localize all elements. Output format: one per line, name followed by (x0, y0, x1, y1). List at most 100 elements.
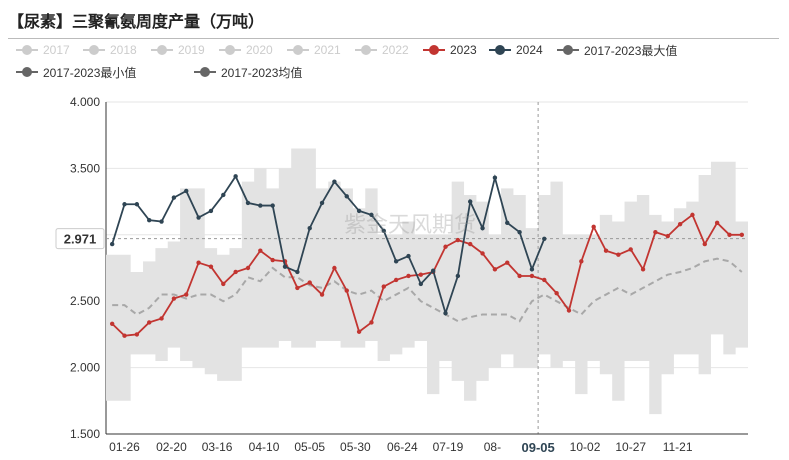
data-point-2024 (171, 195, 177, 200)
data-point-2024 (208, 208, 214, 214)
crosshair-y-label: 2.971 (64, 232, 97, 247)
x-tick-label: 02-20 (156, 440, 187, 454)
data-point-2024 (295, 269, 300, 275)
legend-marker-icon (194, 67, 216, 77)
y-tick-label: 1.500 (70, 427, 100, 441)
data-point-2023 (468, 241, 473, 247)
legend-label: 2022 (382, 43, 409, 57)
legend-item-2021[interactable]: 2021 (287, 40, 341, 60)
data-point-2024 (455, 273, 461, 279)
legend-marker-icon (83, 45, 105, 55)
x-tick-label: 06-24 (387, 440, 418, 454)
legend-label: 2017-2023最大值 (584, 43, 678, 58)
x-tick-label: 05-30 (340, 440, 371, 454)
data-point-2023 (319, 292, 325, 297)
legend-item-2023[interactable]: 2023 (423, 40, 477, 60)
data-point-2023 (381, 284, 386, 289)
data-point-2024 (332, 179, 337, 184)
data-point-2024 (505, 220, 510, 226)
data-point-2023 (344, 288, 349, 293)
x-tick-label: 07-19 (433, 440, 464, 454)
data-point-2024 (307, 225, 312, 231)
data-point-2023 (208, 264, 214, 269)
data-point-2023 (418, 272, 424, 277)
data-point-2024 (443, 310, 448, 316)
data-point-2024 (393, 259, 399, 264)
data-point-2024 (480, 225, 485, 231)
legend-item-2017-2023最大值[interactable]: 2017-2023最大值 (557, 40, 677, 60)
data-point-2024 (369, 212, 374, 218)
data-point-2023 (134, 332, 140, 337)
data-point-2024 (221, 192, 226, 198)
legend-item-2017-2023均值[interactable]: 2017-2023均值 (194, 62, 302, 82)
data-point-2024 (492, 175, 498, 180)
data-point-2024 (245, 200, 251, 206)
legend-marker-icon (423, 45, 445, 55)
data-point-2023 (233, 269, 238, 275)
data-point-2023 (258, 248, 263, 253)
data-point-2024 (418, 281, 424, 287)
data-point-2024 (517, 229, 522, 235)
data-point-2024 (344, 194, 349, 199)
legend-label: 2017-2023均值 (221, 65, 303, 80)
data-point-2023 (628, 247, 633, 252)
data-point-2024 (406, 253, 411, 259)
data-point-2023 (295, 285, 300, 291)
y-tick-label: 4.000 (70, 95, 100, 109)
data-point-2023 (122, 333, 127, 338)
data-point-2023 (579, 259, 584, 264)
title-divider (8, 38, 779, 39)
legend-label: 2021 (314, 43, 341, 57)
legend-marker-icon (489, 45, 511, 55)
legend-marker-icon (16, 67, 38, 77)
legend-item-2024[interactable]: 2024 (489, 40, 543, 60)
legend-item-2022[interactable]: 2022 (355, 40, 409, 60)
data-point-2023 (171, 296, 177, 301)
data-point-2024 (468, 199, 473, 204)
legend-marker-icon (151, 45, 173, 55)
series-line-2024 (111, 174, 546, 317)
data-point-2023 (184, 292, 189, 297)
data-point-2024 (147, 217, 152, 223)
legend-label: 2020 (246, 43, 273, 57)
data-point-2023 (739, 232, 745, 237)
data-point-2023 (245, 265, 251, 271)
data-point-2023 (393, 277, 399, 283)
data-point-2023 (332, 265, 337, 271)
data-point-2023 (566, 308, 572, 313)
data-point-2023 (517, 273, 522, 279)
x-tick-label: 05-05 (294, 440, 325, 454)
y-tick-label: 2.000 (70, 361, 100, 375)
data-point-2023 (653, 229, 658, 235)
legend-item-2017[interactable]: 2017 (16, 40, 70, 60)
data-point-2023 (270, 257, 275, 263)
data-point-2024 (258, 203, 263, 208)
legend-item-2019[interactable]: 2019 (151, 40, 205, 60)
data-point-2023 (591, 224, 596, 230)
legend-item-2017-2023最小值[interactable]: 2017-2023最小值 (16, 62, 136, 82)
data-point-2023 (196, 260, 201, 265)
data-point-2023 (616, 252, 621, 257)
data-point-2024 (159, 219, 164, 224)
y-tick-label: 3.500 (70, 161, 100, 175)
data-point-2024 (282, 264, 288, 269)
legend-label: 2024 (516, 43, 543, 57)
data-point-2024 (430, 268, 436, 273)
data-point-2023 (603, 248, 609, 253)
legend-item-2020[interactable]: 2020 (219, 40, 273, 60)
data-point-2023 (147, 320, 152, 325)
data-point-2024 (529, 267, 535, 272)
data-point-2024 (233, 174, 238, 179)
data-point-2024 (270, 203, 275, 208)
x-tick-label: 08- (484, 440, 501, 454)
x-tick-label: 04-10 (249, 440, 280, 454)
legend-label: 2017-2023最小值 (43, 65, 137, 80)
series-line-2023 (111, 213, 742, 337)
data-point-2023 (665, 233, 670, 239)
data-point-2024 (109, 241, 115, 247)
x-tick-label: 11-21 (663, 440, 693, 454)
x-tick-label: 10-02 (570, 440, 601, 454)
crosshair-y-value: 2.971 (55, 228, 105, 250)
legend-item-2018[interactable]: 2018 (83, 40, 137, 60)
